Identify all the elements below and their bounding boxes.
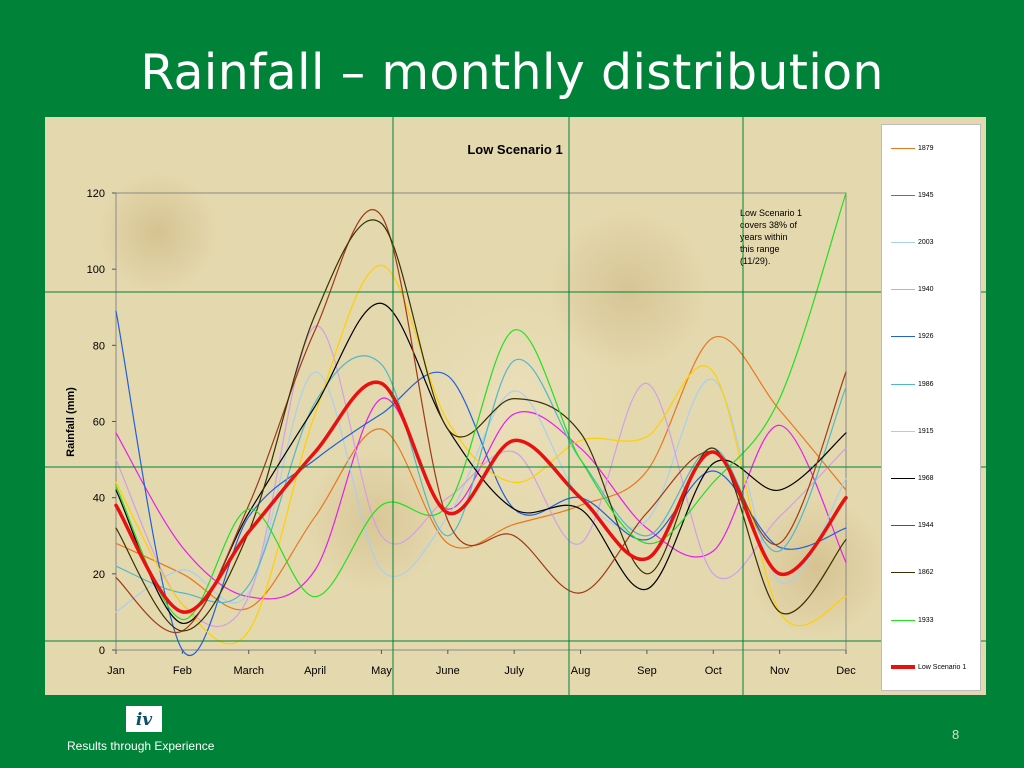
legend-item: 2003	[891, 236, 934, 248]
series-line-1986	[115, 355, 847, 604]
legend-item: 1986	[891, 378, 934, 390]
legend-swatch	[891, 525, 915, 527]
x-tick-label: April	[304, 665, 326, 677]
x-tick-label: May	[371, 665, 392, 677]
legend-item: 1879	[891, 142, 934, 154]
x-tick-label: Sep	[637, 665, 657, 677]
company-logo: iv	[126, 706, 162, 732]
legend-label: 1986	[918, 380, 934, 388]
series-line-1915	[115, 264, 847, 645]
y-axis-label: Rainfall (mm)	[65, 387, 77, 457]
chart-legend: 1879 1945 2003 1940 1926 1986 1915 1968 1944 1862…	[881, 124, 981, 691]
tagline: Results through Experience	[67, 739, 215, 753]
legend-swatch	[891, 383, 915, 385]
legend-swatch	[891, 147, 915, 149]
legend-swatch	[891, 430, 915, 432]
x-tick-label: Jan	[107, 665, 125, 677]
x-tick-label: Feb	[173, 665, 192, 677]
x-tick-label: March	[233, 665, 264, 677]
legend-label: 1944	[918, 522, 934, 530]
y-tick-label: 0	[99, 645, 105, 657]
legend-item: 1944	[891, 520, 934, 532]
y-tick-label: 120	[87, 188, 105, 200]
series-line-1879	[115, 335, 847, 611]
x-tick-label: Nov	[770, 665, 790, 677]
legend-item: 1862	[891, 567, 934, 579]
y-tick-label: 80	[93, 340, 105, 352]
logo-icon: iv	[136, 710, 153, 730]
legend-swatch	[891, 477, 915, 479]
legend-label: 1933	[918, 616, 934, 624]
legend-label: 1940	[918, 286, 934, 294]
y-tick-label: 60	[93, 417, 105, 429]
legend-item: 1968	[891, 472, 934, 484]
x-tick-label: June	[436, 665, 460, 677]
x-tick-label: Aug	[571, 665, 591, 677]
legend-swatch	[891, 194, 915, 196]
chart-annotation: Low Scenario 1 covers 38% of years within t…	[740, 208, 802, 266]
legend-swatch	[891, 241, 915, 243]
legend-item: Low Scenario 1	[891, 661, 966, 673]
legend-label: 1862	[918, 569, 934, 577]
legend-label: Low Scenario 1	[918, 663, 967, 671]
y-tick-label: 20	[93, 569, 105, 581]
legend-label: 1879	[918, 144, 934, 152]
plot-area	[115, 192, 847, 651]
legend-swatch	[891, 336, 915, 338]
x-tick-label: Dec	[836, 665, 856, 677]
legend-swatch	[891, 619, 915, 621]
legend-label: 2003	[918, 238, 934, 246]
page-number: 8	[952, 727, 960, 742]
y-tick-label: 100	[87, 264, 105, 276]
chart-panel	[45, 117, 986, 695]
chart-title: Low Scenario 1	[467, 142, 562, 157]
legend-label: 1968	[918, 474, 934, 482]
series-line-1940	[115, 325, 847, 628]
x-tick-label: July	[504, 665, 524, 677]
series-line-low-scenario-1	[114, 380, 848, 614]
legend-swatch	[891, 665, 915, 670]
legend-swatch	[891, 572, 915, 574]
legend-item: 1933	[891, 614, 934, 626]
legend-item: 1915	[891, 425, 934, 437]
y-tick-label: 40	[93, 493, 105, 505]
legend-label: 1915	[918, 427, 934, 435]
legend-item: 1926	[891, 331, 934, 343]
legend-swatch	[891, 289, 915, 291]
svg-text:iv: iv	[136, 710, 153, 730]
legend-label: 1926	[918, 333, 934, 341]
legend-item: 1945	[891, 189, 934, 201]
series-line-1926	[115, 310, 847, 656]
legend-item: 1940	[891, 284, 934, 296]
series-line-1933	[115, 192, 847, 621]
slide-title: Rainfall – monthly distribution	[140, 44, 884, 101]
legend-label: 1945	[918, 191, 934, 199]
x-tick-label: Oct	[705, 665, 722, 677]
